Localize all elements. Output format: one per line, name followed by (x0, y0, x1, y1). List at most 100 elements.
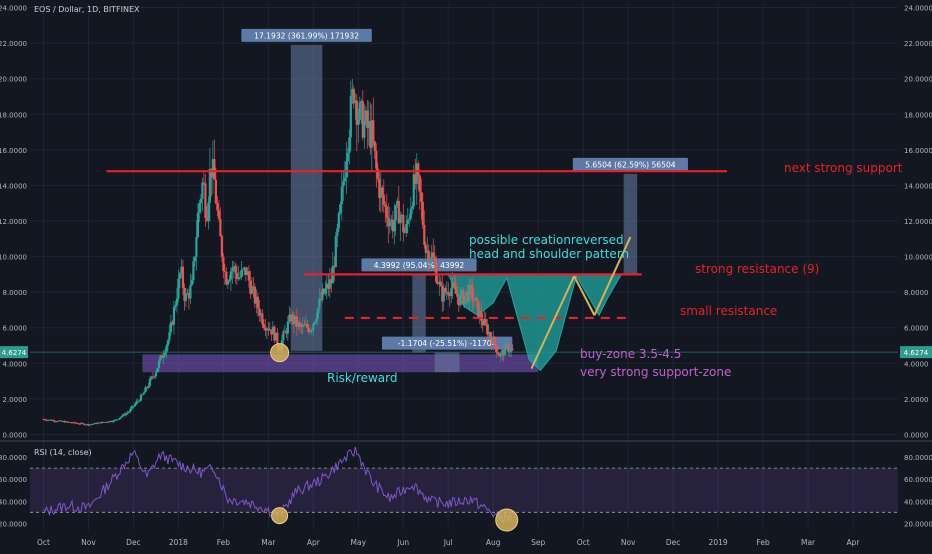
candle-body-70 (147, 385, 150, 388)
rsi-band (30, 468, 898, 513)
candle-body-104 (198, 203, 201, 213)
x-tick-3: 2018 (169, 538, 188, 547)
candle-body-191 (328, 279, 331, 289)
candle-body-218 (369, 121, 372, 148)
candle-body-141 (253, 286, 256, 304)
candle-body-228 (384, 204, 387, 207)
candle-body-164 (288, 314, 291, 322)
candle-body-231 (388, 221, 391, 227)
candle-body-282 (465, 291, 468, 296)
candle-body-77 (157, 360, 161, 369)
candle-body-127 (232, 266, 235, 269)
candle-body-18 (69, 422, 72, 423)
candle-body-126 (231, 268, 234, 272)
trend-lines-layer (530, 236, 632, 370)
measure-label-3: -1.1704 (-25.51%) -11704 (398, 339, 497, 348)
candle-body-169 (295, 316, 298, 327)
candle-body-261 (433, 256, 436, 264)
candle-body-227 (382, 194, 385, 205)
candle-body-114 (213, 159, 216, 180)
candle-body-235 (394, 205, 397, 221)
candle-body-162 (285, 330, 288, 334)
candle-body-292 (480, 311, 483, 321)
candle-body-160 (282, 331, 285, 341)
candle-body-83 (166, 340, 170, 346)
candle-body-155 (274, 332, 277, 341)
candle-body-199 (340, 186, 343, 205)
candle-body-205 (349, 95, 352, 138)
candle-body-116 (216, 203, 219, 211)
candle-body-232 (390, 219, 393, 222)
trend-line-0 (530, 275, 576, 370)
candle-body-133 (241, 269, 244, 271)
candle-body-211 (358, 102, 361, 120)
candle-body-105 (199, 198, 203, 204)
y-tick-left-3: 6.0000 (3, 325, 28, 333)
strong-resistance-label: strong resistance (9) (695, 262, 819, 276)
candle-body-131 (238, 277, 241, 278)
highlight-circles-layer (270, 343, 290, 363)
candle-body-215 (364, 110, 367, 121)
x-tick-15: 2019 (709, 538, 728, 547)
candle-body-275 (454, 286, 457, 294)
candle-body-143 (256, 296, 259, 309)
candle-body-81 (163, 352, 167, 356)
candle-body-3 (46, 420, 50, 421)
candle-body-0 (42, 419, 45, 421)
candle-body-102 (195, 237, 198, 257)
candle-body-152 (270, 329, 273, 335)
y-tick-right-12: 24.0000 (904, 5, 932, 13)
candle-body-5 (49, 419, 53, 421)
candle-body-301 (493, 336, 496, 346)
y-tick-left-2: 4.0000 (3, 360, 28, 368)
current-price-tag-right-bg (900, 346, 932, 359)
candle-body-84 (168, 332, 171, 341)
candle-body-46 (111, 421, 114, 423)
x-tick-10: Aug (486, 538, 501, 547)
candle-body-233 (391, 219, 394, 232)
candle-body-295 (484, 319, 487, 325)
x-tick-5: Mar (261, 538, 276, 547)
candle-body-128 (234, 266, 237, 273)
head-shoulder-pattern-area (447, 273, 623, 372)
candle-body-253 (421, 201, 424, 225)
candle-body-305 (499, 353, 502, 357)
candle-body-258 (429, 259, 432, 264)
candle-body-262 (435, 263, 438, 283)
candle-body-240 (402, 214, 405, 233)
candle-body-21 (73, 422, 77, 424)
highlight-circle-0 (270, 343, 290, 363)
candle-body-244 (408, 218, 411, 220)
pattern-projection-layer (447, 273, 623, 372)
candle-body-138 (249, 280, 252, 294)
rsi-y-tick-left-2: 60.0000 (0, 476, 27, 484)
candle-body-187 (322, 288, 325, 294)
candle-body-107 (202, 182, 205, 184)
candle-body-90 (177, 278, 180, 299)
candle-body-267 (442, 288, 445, 302)
x-tick-13: Nov (621, 538, 636, 547)
candle-body-200 (342, 181, 345, 187)
x-tick-12: Oct (577, 538, 590, 547)
candle-body-175 (304, 324, 307, 326)
candle-body-72 (150, 376, 153, 379)
candle-body-170 (297, 322, 300, 327)
candle-body-4 (48, 419, 51, 421)
candle-body-245 (409, 208, 412, 219)
candle-body-201 (343, 177, 346, 182)
y-tick-right-3: 6.0000 (904, 325, 929, 333)
candle-body-226 (381, 187, 384, 195)
candle-body-280 (462, 290, 465, 304)
candle-body-49 (115, 419, 119, 421)
candle-body-134 (243, 267, 246, 270)
candle-body-10 (57, 420, 60, 422)
candle-body-290 (477, 300, 480, 317)
candle-body-168 (294, 316, 297, 325)
candle-body-79 (160, 355, 164, 359)
buy-zone-label: buy-zone 3.5-4.5 (580, 347, 681, 361)
y-tick-right-2: 4.0000 (904, 360, 929, 368)
candle-body-284 (468, 284, 471, 302)
candle-body-51 (118, 417, 122, 420)
rsi-y-tick-right-0: 20.0000 (904, 520, 932, 528)
candle-body-256 (426, 250, 429, 253)
